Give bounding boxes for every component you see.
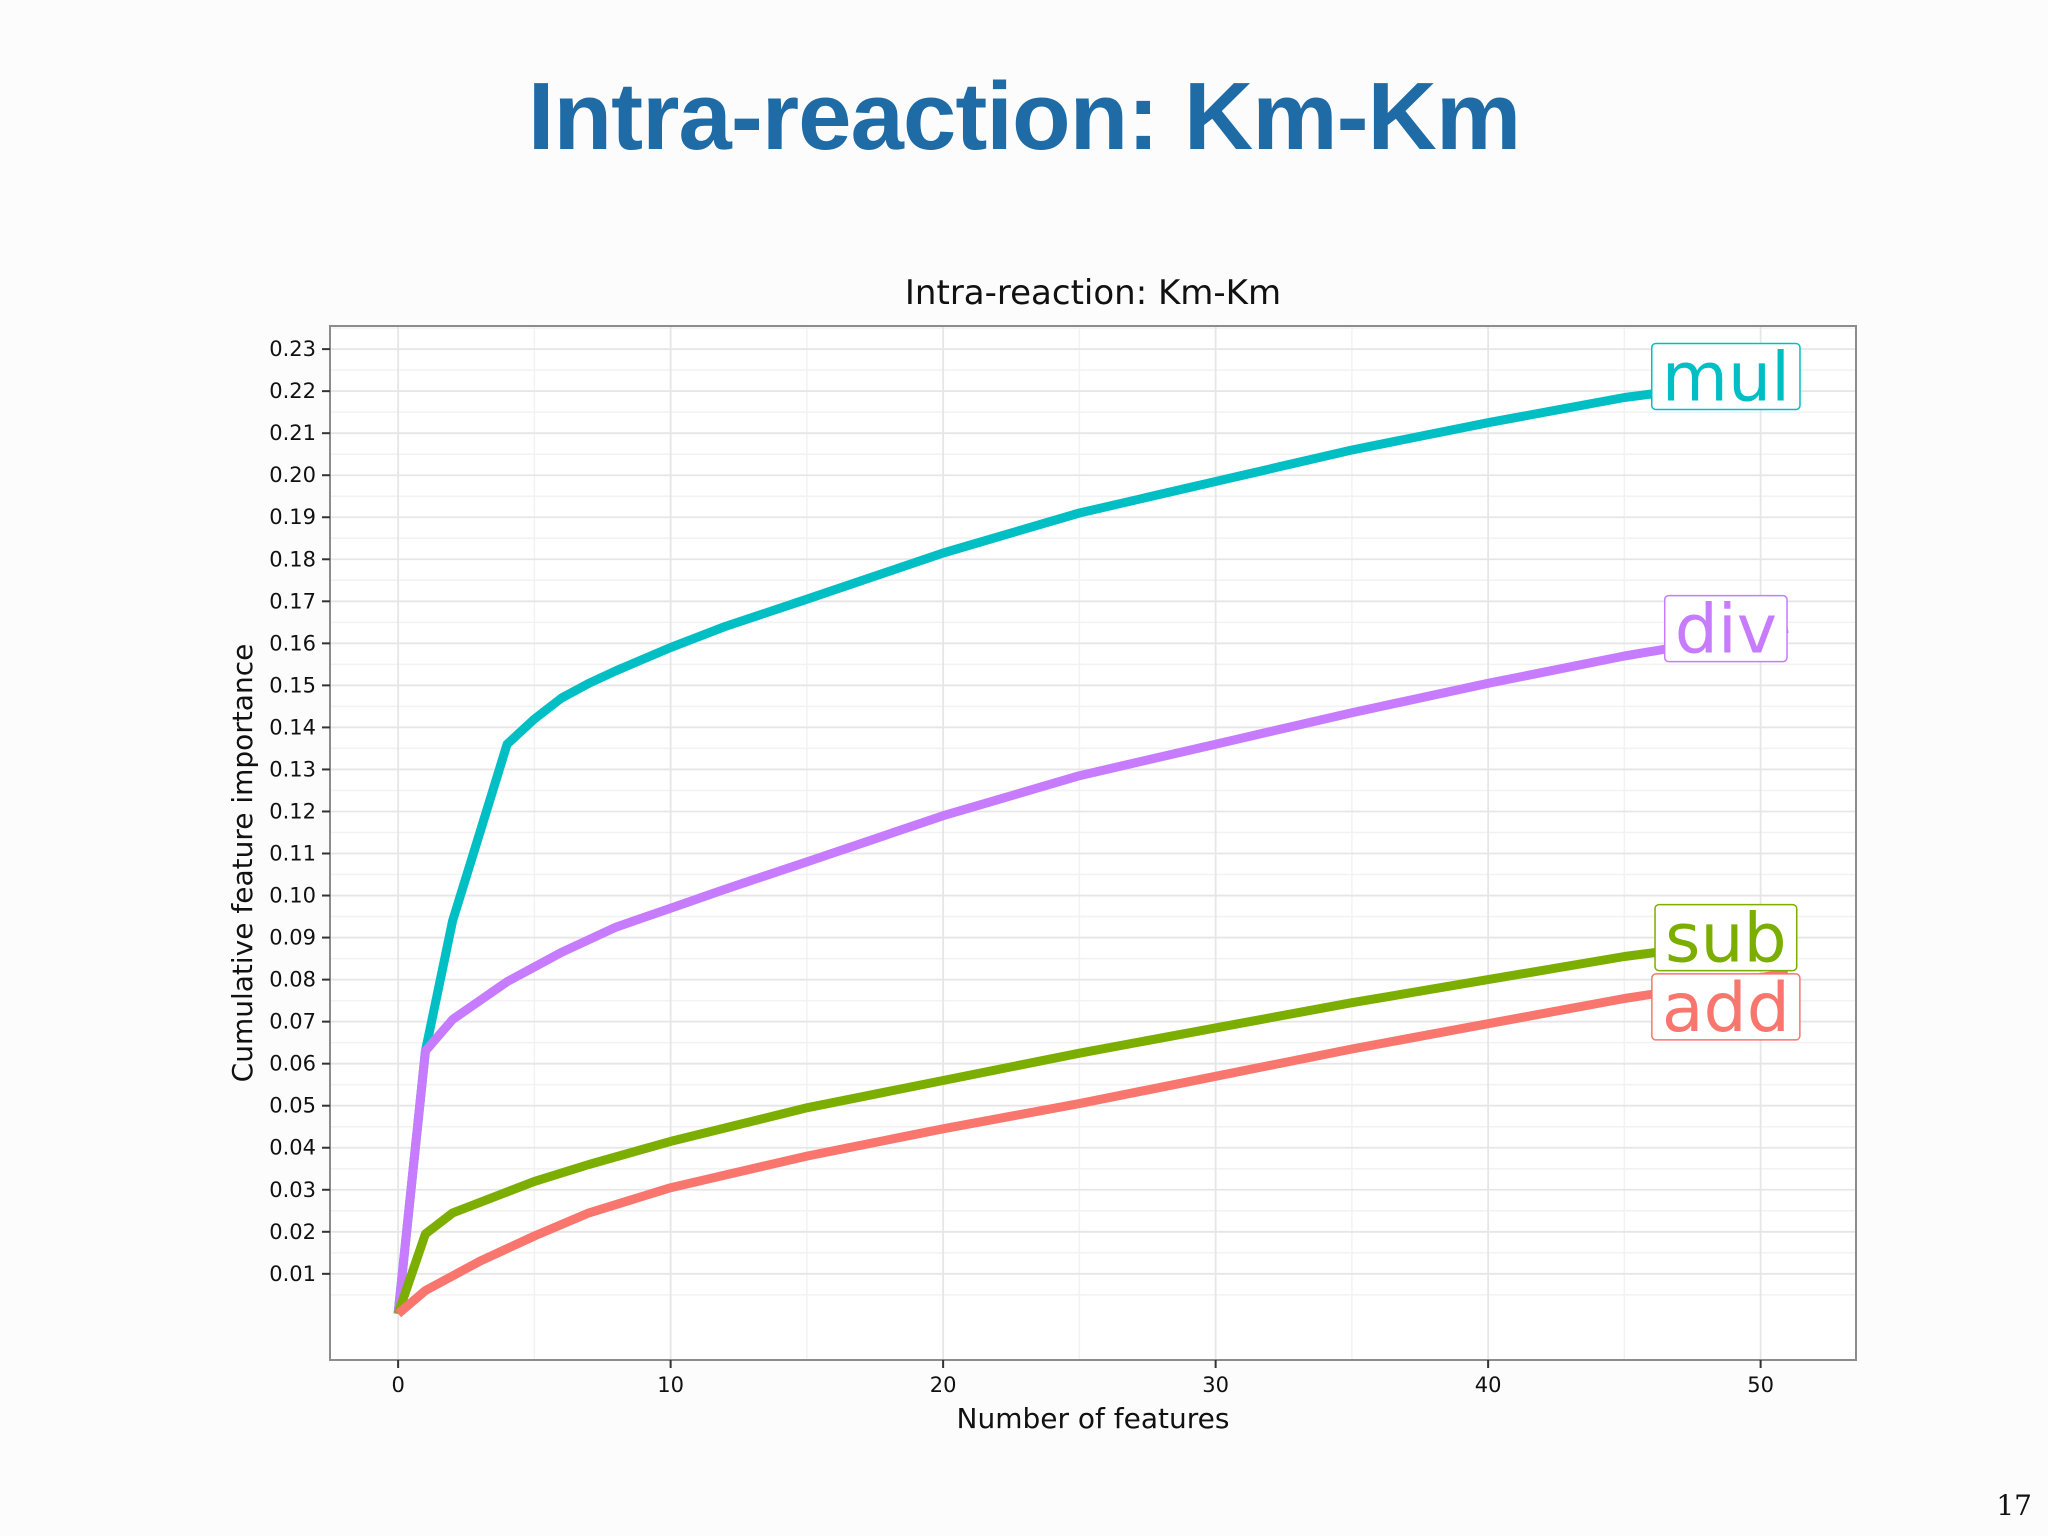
y-tick-label: 0.08 bbox=[269, 968, 316, 992]
series-label-box bbox=[1663, 594, 1788, 663]
x-tick-label: 30 bbox=[1202, 1373, 1229, 1397]
series-label-text: add bbox=[1662, 969, 1790, 1048]
series-label-sub: sub bbox=[1654, 900, 1798, 979]
y-tick-label: 0.19 bbox=[269, 505, 316, 529]
y-tick-label: 0.06 bbox=[269, 1052, 316, 1076]
series-line-sub bbox=[393, 931, 1789, 1316]
y-axis-title: Cumulative feature importance bbox=[226, 644, 259, 1083]
x-tick-label: 10 bbox=[657, 1373, 684, 1397]
page-number: 17 bbox=[1996, 1489, 2032, 1522]
y-tick-label: 0.16 bbox=[269, 631, 316, 655]
series-label-box bbox=[1651, 973, 1801, 1041]
series-label-add: add bbox=[1651, 969, 1801, 1048]
y-tick-label: 0.14 bbox=[269, 715, 316, 739]
y-tick-label: 0.18 bbox=[269, 547, 316, 571]
series-label-box bbox=[1654, 903, 1798, 972]
y-tick-label: 0.03 bbox=[269, 1178, 316, 1202]
y-tick-label: 0.02 bbox=[269, 1220, 316, 1244]
x-axis-title: Number of features bbox=[957, 1402, 1230, 1435]
y-tick-label: 0.21 bbox=[269, 421, 316, 445]
y-tick-label: 0.11 bbox=[269, 842, 316, 866]
y-tick-label: 0.17 bbox=[269, 589, 316, 613]
y-tick-label: 0.12 bbox=[269, 799, 316, 823]
y-tick-label: 0.07 bbox=[269, 1010, 316, 1034]
y-tick-label: 0.23 bbox=[269, 337, 316, 361]
y-tick-label: 0.05 bbox=[269, 1094, 316, 1118]
series-label-box bbox=[1651, 342, 1801, 411]
series-label-text: sub bbox=[1665, 900, 1787, 979]
y-tick-label: 0.15 bbox=[269, 673, 316, 697]
series-line-div bbox=[393, 624, 1789, 1315]
x-tick-label: 20 bbox=[930, 1373, 957, 1397]
y-tick-label: 0.01 bbox=[269, 1262, 316, 1286]
series-line-add bbox=[395, 968, 1789, 1318]
series-label-text: mul bbox=[1662, 338, 1790, 417]
series-label-div: div bbox=[1663, 591, 1788, 670]
series-line-mul bbox=[393, 371, 1789, 1315]
plot-panel bbox=[330, 326, 1856, 1360]
y-tick-label: 0.20 bbox=[269, 463, 316, 487]
series-label-mul: mul bbox=[1651, 338, 1801, 417]
x-tick-label: 0 bbox=[391, 1373, 404, 1397]
chart-title: Intra-reaction: Km-Km bbox=[905, 273, 1281, 313]
x-tick-label: 40 bbox=[1475, 1373, 1502, 1397]
x-tick-label: 50 bbox=[1747, 1373, 1774, 1397]
y-tick-label: 0.10 bbox=[269, 884, 316, 908]
y-tick-label: 0.09 bbox=[269, 926, 316, 950]
y-tick-label: 0.13 bbox=[269, 757, 316, 781]
slide-title: Intra-reaction: Km-Km bbox=[527, 63, 1521, 170]
y-tick-label: 0.04 bbox=[269, 1136, 316, 1160]
y-tick-label: 0.22 bbox=[269, 379, 316, 403]
plot-border bbox=[329, 325, 1857, 1361]
series-label-text: div bbox=[1675, 591, 1777, 670]
